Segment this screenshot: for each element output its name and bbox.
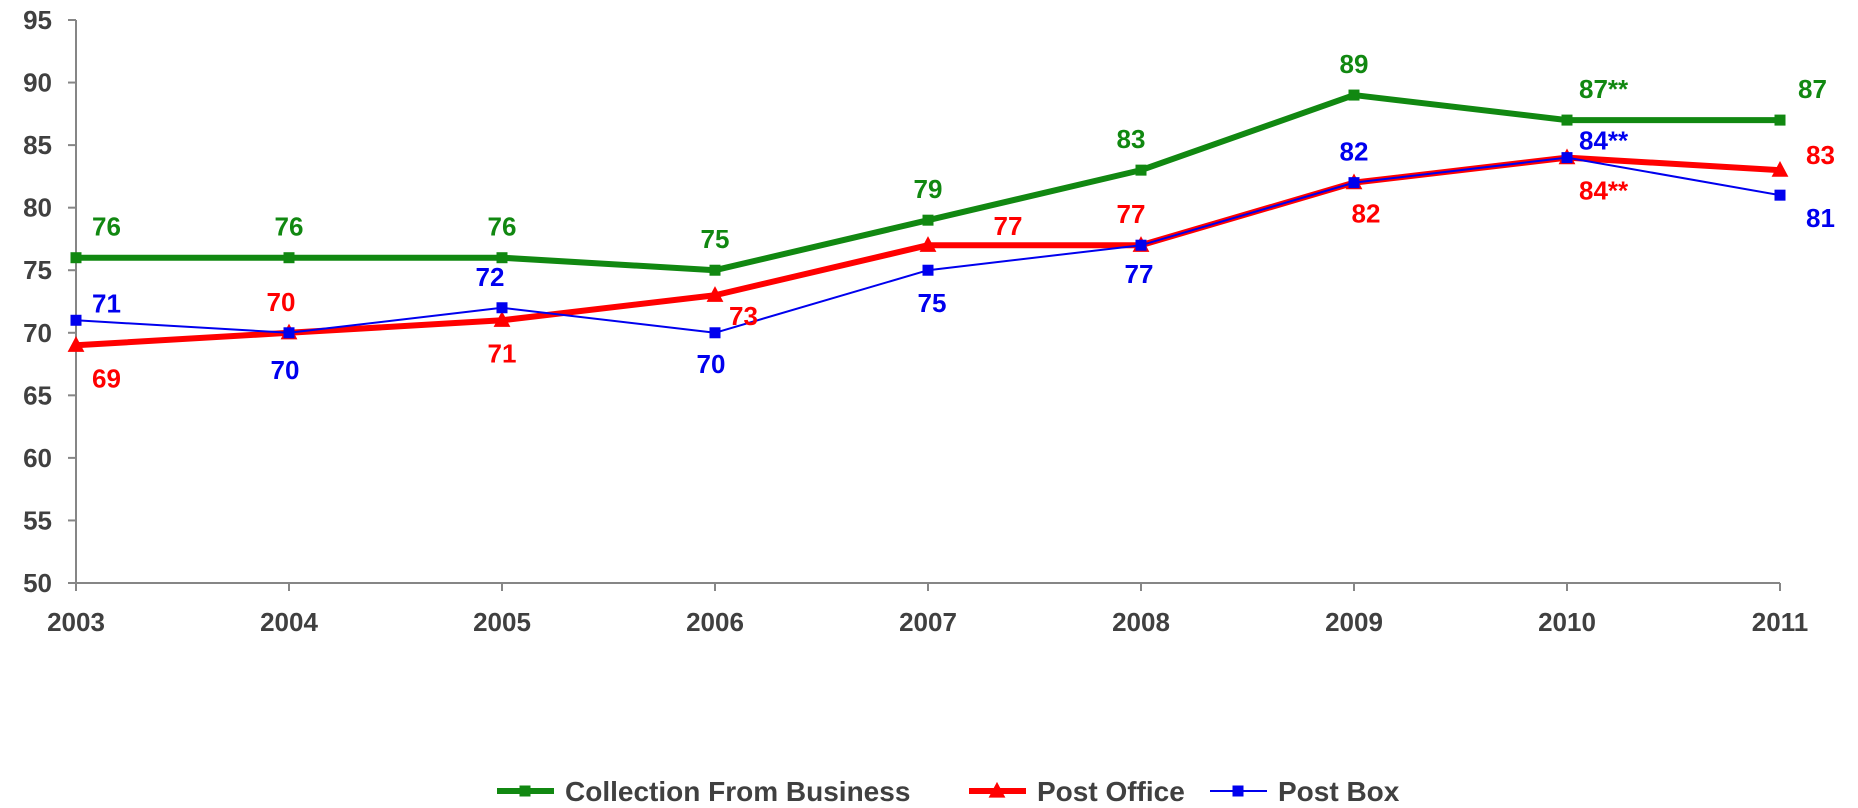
x-tick-label: 2007 xyxy=(899,607,957,637)
legend-label: Collection From Business xyxy=(565,776,910,807)
data-label: 75 xyxy=(918,288,947,318)
legend-item-collection-from-business: Collection From Business xyxy=(497,776,910,807)
data-label: 69 xyxy=(92,363,121,393)
data-label: 87** xyxy=(1579,74,1629,104)
data-label: 83 xyxy=(1806,140,1835,170)
x-tick-label: 2006 xyxy=(686,607,744,637)
data-label: 70 xyxy=(271,355,300,385)
series-post-box xyxy=(70,152,1786,339)
data-point xyxy=(1135,239,1147,251)
data-point xyxy=(1561,152,1573,164)
legend: Collection From Business Post Office Post … xyxy=(497,776,1400,807)
data-label: 81 xyxy=(1806,203,1835,233)
data-label: 76 xyxy=(488,212,517,242)
data-point xyxy=(1774,114,1786,126)
data-point xyxy=(1771,161,1789,177)
legend-label: Post Office xyxy=(1037,776,1185,807)
data-point xyxy=(493,311,511,327)
legend-label: Post Box xyxy=(1278,776,1400,807)
data-label: 89 xyxy=(1340,49,1369,79)
data-labels: 76 76 76 75 79 83 89 87** 87 69 70 71 73 77 77 82 84** 83… xyxy=(92,49,1835,393)
data-label: 84** xyxy=(1579,176,1629,206)
data-point xyxy=(283,327,295,339)
data-point xyxy=(922,264,934,276)
data-label: 76 xyxy=(92,212,121,242)
axes: 50 55 60 65 70 75 80 85 90 95 2003 2004 2005 2006 2007… xyxy=(23,5,1808,637)
data-point xyxy=(283,252,295,264)
y-tick-label: 55 xyxy=(23,505,52,535)
data-point xyxy=(919,236,937,252)
data-point xyxy=(70,252,82,264)
data-point xyxy=(1561,114,1573,126)
y-tick-label: 50 xyxy=(23,568,52,598)
data-label: 70 xyxy=(267,287,296,317)
x-tick-label: 2003 xyxy=(47,607,105,637)
data-point xyxy=(67,336,85,352)
data-label: 82 xyxy=(1340,137,1369,167)
data-point xyxy=(709,264,721,276)
x-tick-label: 2010 xyxy=(1538,607,1596,637)
y-tick-label: 60 xyxy=(23,443,52,473)
series-lines xyxy=(67,89,1789,352)
data-label: 73 xyxy=(729,301,758,331)
data-point xyxy=(1774,189,1786,201)
y-tick-label: 85 xyxy=(23,130,52,160)
y-tick-label: 95 xyxy=(23,5,52,35)
x-tick-label: 2009 xyxy=(1325,607,1383,637)
data-label: 79 xyxy=(914,174,943,204)
legend-swatch-marker xyxy=(988,781,1006,798)
legend-item-post-box: Post Box xyxy=(1210,776,1400,807)
y-tick-label: 90 xyxy=(23,68,52,98)
x-tick-label: 2005 xyxy=(473,607,531,637)
x-tick-label: 2004 xyxy=(260,607,318,637)
series-collection-from-business xyxy=(70,89,1786,276)
data-point xyxy=(1348,177,1360,189)
data-label: 72 xyxy=(476,262,505,292)
data-label: 82 xyxy=(1352,199,1381,229)
data-point xyxy=(922,214,934,226)
data-label: 77 xyxy=(1125,259,1154,289)
data-label: 71 xyxy=(488,338,517,368)
x-tick-label: 2008 xyxy=(1112,607,1170,637)
data-label: 84** xyxy=(1579,126,1629,156)
data-label: 75 xyxy=(701,224,730,254)
data-point xyxy=(1348,89,1360,101)
y-tick-label: 65 xyxy=(23,380,52,410)
data-label: 77 xyxy=(1117,199,1146,229)
data-label: 77 xyxy=(994,211,1023,241)
data-point xyxy=(1135,164,1147,176)
data-label: 87 xyxy=(1798,74,1827,104)
legend-swatch-marker xyxy=(519,785,531,797)
legend-swatch-marker xyxy=(1232,785,1244,797)
data-point xyxy=(709,327,721,339)
x-tick-label: 2011 xyxy=(1752,607,1808,637)
data-point xyxy=(496,302,508,314)
data-label: 76 xyxy=(275,212,304,242)
y-tick-label: 80 xyxy=(23,193,52,223)
data-label: 70 xyxy=(697,349,726,379)
data-label: 71 xyxy=(92,288,121,318)
y-tick-label: 75 xyxy=(23,255,52,285)
data-label: 83 xyxy=(1117,124,1146,154)
data-point xyxy=(496,252,508,264)
legend-item-post-office: Post Office xyxy=(969,776,1185,807)
data-point xyxy=(70,314,82,326)
y-tick-label: 70 xyxy=(23,318,52,348)
data-point xyxy=(706,286,724,302)
